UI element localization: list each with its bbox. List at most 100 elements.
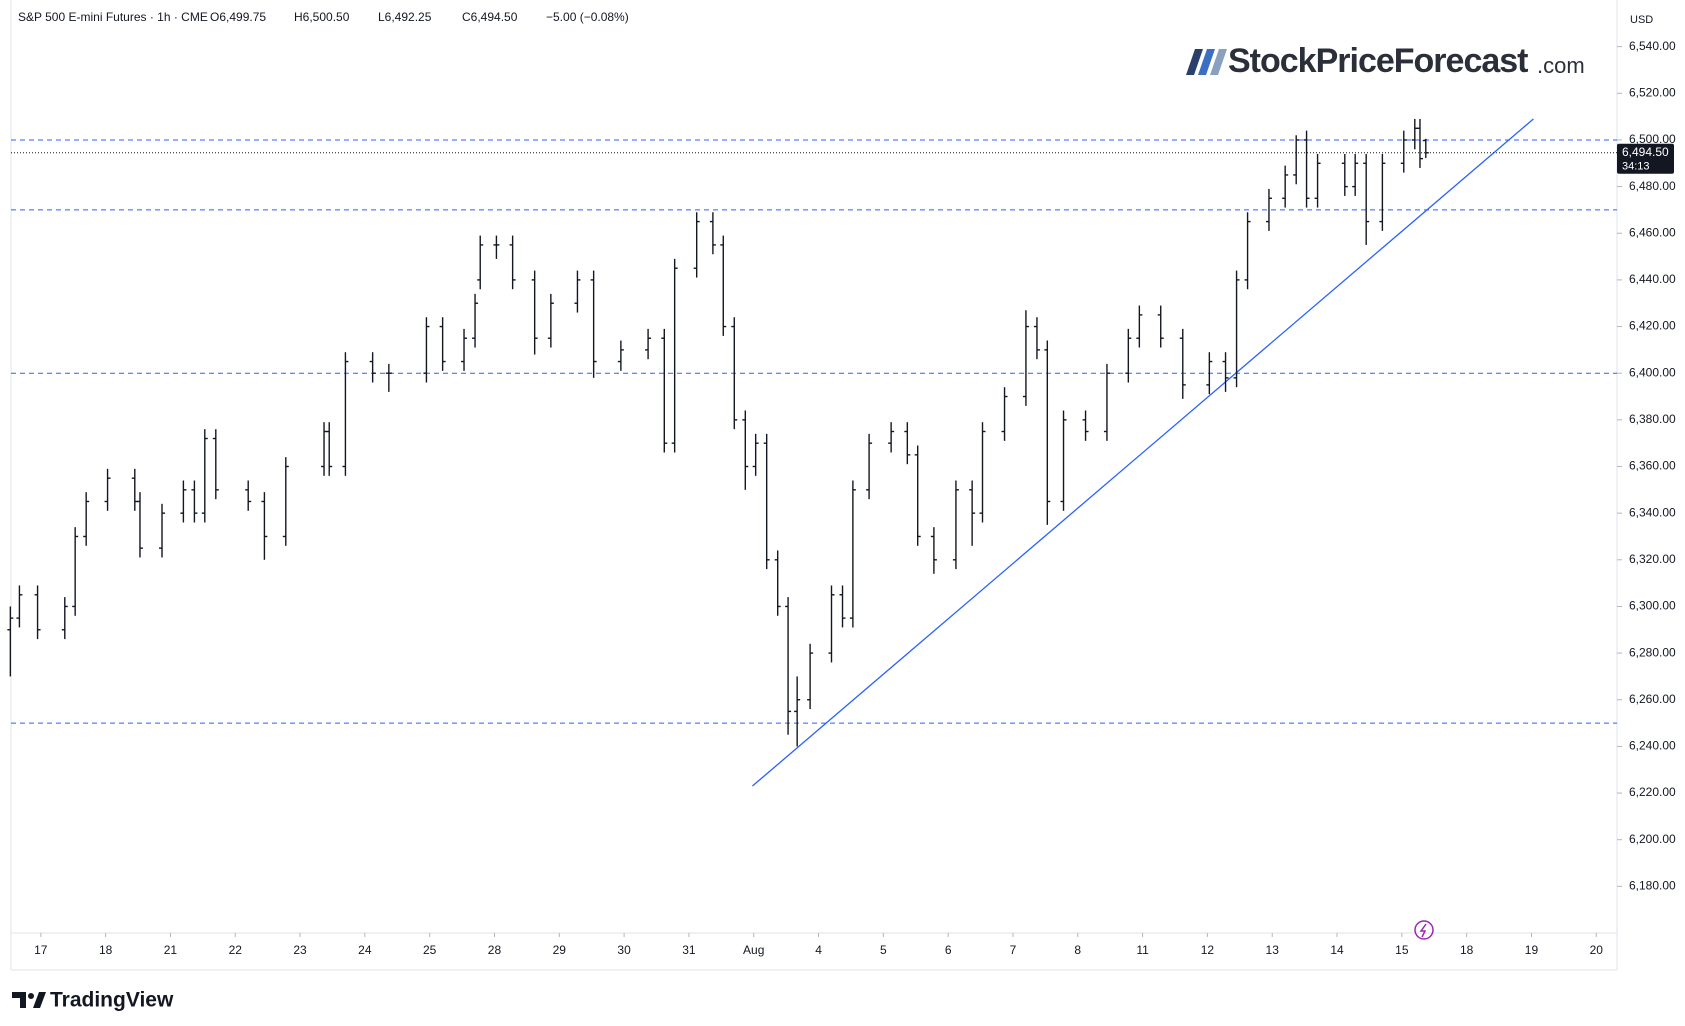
x-tick-label: 30 <box>617 943 631 957</box>
ohlc-bar <box>617 340 624 371</box>
ohlc-bar <box>342 352 349 476</box>
brand-logo: StockPriceForecast .com <box>1186 42 1585 80</box>
ohlc-bar <box>477 235 484 290</box>
last-price-label: 6,494.50 <box>1622 145 1669 159</box>
ohlc-bar <box>531 270 538 355</box>
ohlc-bar <box>1363 153 1370 245</box>
x-tick-label: 6 <box>945 943 952 957</box>
tv-logo-mark <box>12 992 26 1008</box>
x-tick-label: 22 <box>229 943 243 957</box>
ohlc-bar <box>34 585 41 640</box>
x-tick-label: 7 <box>1010 943 1017 957</box>
brand-name: StockPriceForecast <box>1228 42 1528 80</box>
ohlc-bar <box>261 492 268 560</box>
x-tick-label: 18 <box>99 943 113 957</box>
ohlc-bar <box>1314 153 1321 208</box>
logo-stripe <box>1186 49 1203 75</box>
ohlc-bar <box>212 429 219 500</box>
ohlc-bar <box>1179 328 1186 399</box>
ohlc-bar <box>720 235 727 336</box>
ohlc-bar <box>979 422 986 523</box>
x-tick-label: 4 <box>815 943 822 957</box>
ohlc-bar <box>1206 352 1213 395</box>
y-tick-label: 6,280.00 <box>1629 645 1676 659</box>
ohlc-bar <box>839 585 846 628</box>
x-tick-label: 14 <box>1330 943 1344 957</box>
ohlc-bar <box>888 422 895 453</box>
ohlc-bar <box>969 480 976 546</box>
ohlc-bar <box>849 480 856 628</box>
ohlc-bar <box>1303 130 1310 208</box>
ohlc-bar <box>785 597 792 735</box>
ohlc-bar <box>1044 340 1051 525</box>
ohlc-bar <box>1001 387 1008 441</box>
ohlc-bar <box>914 445 921 546</box>
header-change: −5.00 (−0.08%) <box>546 10 629 24</box>
ohlc-bar <box>866 433 873 500</box>
ohlc-bar <box>794 676 801 747</box>
ohlc-bar <box>493 235 500 259</box>
ohlc-bar <box>645 328 652 360</box>
ohlc-bar <box>369 352 376 383</box>
x-tick-label: 5 <box>880 943 887 957</box>
x-tick-label: 23 <box>293 943 307 957</box>
ohlc-bar <box>1125 328 1132 383</box>
ohlc-bar <box>104 468 111 511</box>
ohlc-bar <box>1293 135 1300 185</box>
ohlc-bar <box>1379 153 1386 231</box>
ohlc-bar <box>326 422 333 476</box>
header-high: H6,500.50 <box>294 10 350 24</box>
ohlc-bar <box>731 317 738 430</box>
ohlc-bar <box>461 328 468 371</box>
header-open: O6,499.75 <box>210 10 266 24</box>
y-tick-label: 6,200.00 <box>1629 832 1676 846</box>
brand-suffix: .com <box>1537 53 1585 78</box>
x-tick-label: 31 <box>682 943 696 957</box>
ohlc-bar <box>1352 153 1359 196</box>
ohlc-bar <box>191 480 198 523</box>
chart-title: S&P 500 E-mini Futures · 1h · CME <box>18 10 208 24</box>
ohlc-bar <box>671 258 678 453</box>
ohlc-bar <box>952 480 959 570</box>
y-tick-label: 6,220.00 <box>1629 785 1676 799</box>
ohlc-bar <box>693 212 700 278</box>
y-tick-label: 6,300.00 <box>1629 599 1676 613</box>
y-tick-label: 6,360.00 <box>1629 459 1676 473</box>
ohlc-bar <box>828 585 835 663</box>
x-tick-label: 12 <box>1201 943 1215 957</box>
ohlc-bar <box>1244 212 1251 290</box>
header-low: L6,492.25 <box>378 10 432 24</box>
ohlc-bar <box>709 212 716 255</box>
ohlc-bar <box>1033 317 1040 360</box>
y-tick-label: 6,340.00 <box>1629 505 1676 519</box>
ohlc-bar <box>1265 188 1272 231</box>
x-tick-label: 11 <box>1136 943 1149 957</box>
replay-icon[interactable] <box>1414 920 1434 940</box>
ohlc-bar <box>807 643 814 710</box>
y-tick-label: 6,260.00 <box>1629 692 1676 706</box>
ohlc-bar <box>1282 165 1289 208</box>
ohlc-bar <box>763 433 770 570</box>
ohlc-bar <box>472 293 479 348</box>
ohlc-bar <box>7 606 14 677</box>
y-tick-label: 6,540.00 <box>1629 39 1676 53</box>
x-tick-label: 25 <box>423 943 437 957</box>
ohlc-bar <box>201 429 208 523</box>
x-tick-label: 13 <box>1266 943 1280 957</box>
ohlc-bar <box>904 422 911 465</box>
ohlc-bar <box>159 503 166 558</box>
ohlc-bar <box>1157 305 1164 348</box>
ohlc-bar <box>1222 352 1229 392</box>
x-tick-label: 17 <box>34 943 48 957</box>
ohlc-bar <box>752 433 759 476</box>
y-tick-label: 6,240.00 <box>1629 739 1676 753</box>
ohlc-bar <box>423 317 430 383</box>
x-tick-label: 19 <box>1525 943 1539 957</box>
ohlc-bar <box>574 270 581 313</box>
logo-stripe <box>1198 49 1215 75</box>
y-tick-label: 6,520.00 <box>1629 85 1676 99</box>
ohlc-bar <box>61 597 68 640</box>
y-tick-label: 6,440.00 <box>1629 272 1676 286</box>
